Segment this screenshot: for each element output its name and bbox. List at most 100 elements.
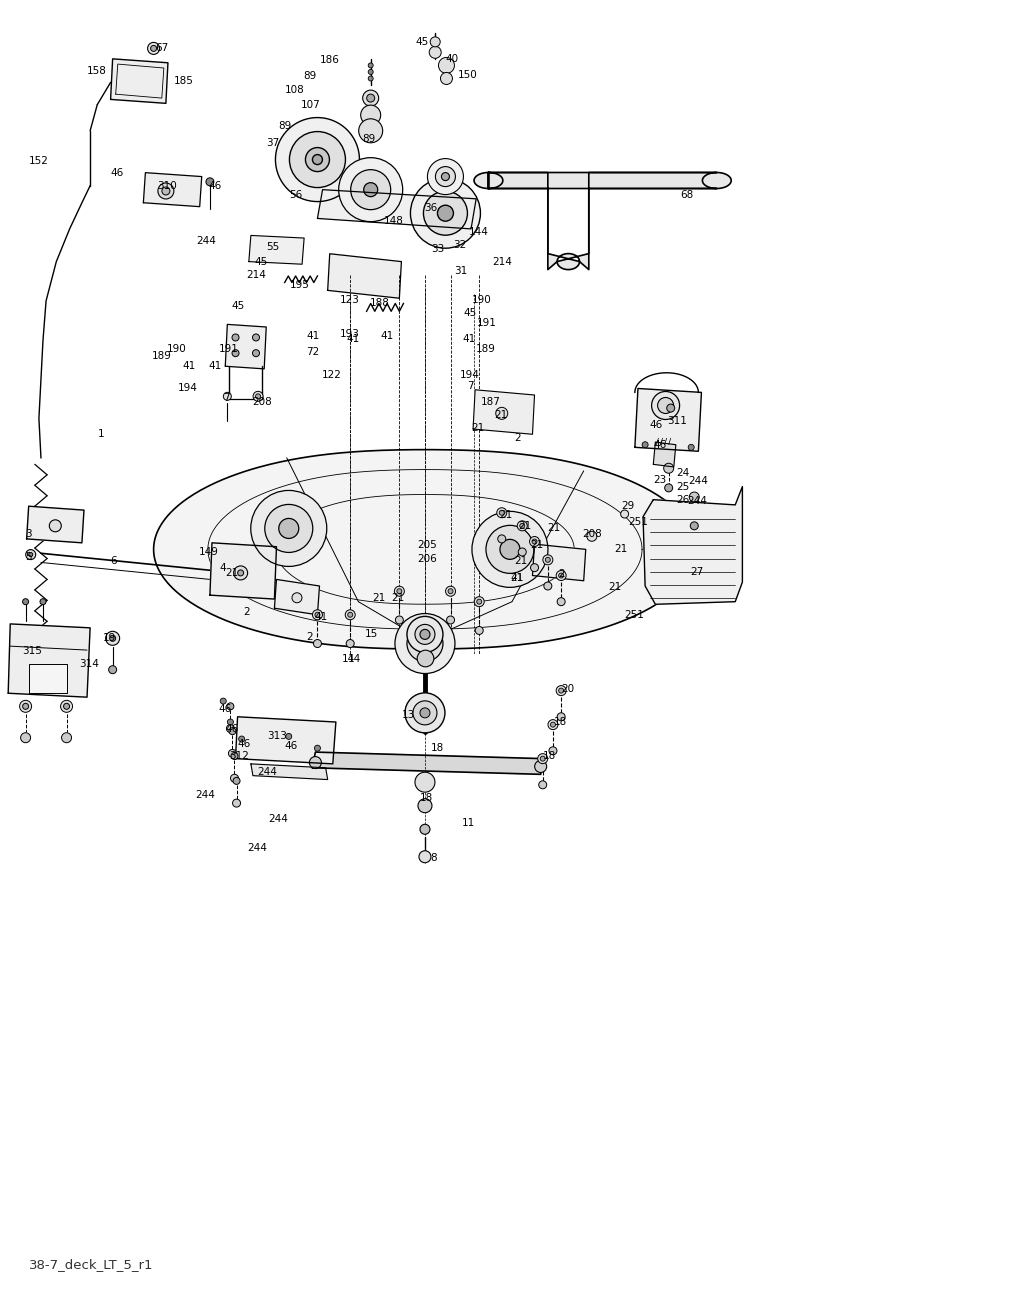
Circle shape xyxy=(233,566,248,579)
Circle shape xyxy=(395,616,403,624)
Text: 205: 205 xyxy=(417,540,436,551)
Circle shape xyxy=(689,492,699,502)
Polygon shape xyxy=(251,764,328,780)
Circle shape xyxy=(445,586,456,596)
Text: 8: 8 xyxy=(430,853,436,863)
Circle shape xyxy=(251,490,327,566)
Circle shape xyxy=(26,549,36,560)
Text: 19: 19 xyxy=(102,633,116,644)
Text: 46: 46 xyxy=(225,723,239,734)
Circle shape xyxy=(543,555,553,565)
Circle shape xyxy=(206,178,214,186)
Circle shape xyxy=(29,552,33,557)
Circle shape xyxy=(404,693,445,732)
Circle shape xyxy=(60,700,73,713)
Circle shape xyxy=(394,586,404,596)
Circle shape xyxy=(253,349,259,357)
Circle shape xyxy=(227,702,233,710)
Circle shape xyxy=(520,523,524,528)
Circle shape xyxy=(23,704,29,709)
Text: 244: 244 xyxy=(197,235,216,246)
Text: 186: 186 xyxy=(319,55,339,65)
Text: 25: 25 xyxy=(676,481,689,492)
Text: 312: 312 xyxy=(229,751,249,761)
Text: 89: 89 xyxy=(279,120,292,131)
Circle shape xyxy=(415,624,435,645)
Circle shape xyxy=(397,589,401,594)
Circle shape xyxy=(226,725,234,732)
Polygon shape xyxy=(474,173,731,269)
Text: 244: 244 xyxy=(688,476,708,487)
Circle shape xyxy=(657,398,674,413)
Text: 41: 41 xyxy=(463,334,476,344)
Text: 11: 11 xyxy=(462,818,475,828)
Circle shape xyxy=(232,349,239,357)
Circle shape xyxy=(147,42,160,55)
Circle shape xyxy=(529,536,540,547)
Text: 206: 206 xyxy=(417,553,436,564)
Text: 21: 21 xyxy=(391,593,404,603)
Text: 21: 21 xyxy=(225,568,239,578)
Text: 46: 46 xyxy=(649,420,663,430)
Text: 310: 310 xyxy=(157,181,176,191)
Polygon shape xyxy=(249,235,304,264)
Circle shape xyxy=(358,119,383,143)
Text: 148: 148 xyxy=(384,216,403,226)
Circle shape xyxy=(500,510,504,515)
Text: 4: 4 xyxy=(219,562,225,573)
Text: 46: 46 xyxy=(653,439,667,450)
Circle shape xyxy=(538,753,548,764)
Text: 23: 23 xyxy=(653,475,667,485)
Text: 41: 41 xyxy=(381,331,394,341)
Text: 194: 194 xyxy=(178,383,198,394)
Text: 7: 7 xyxy=(467,381,473,391)
Circle shape xyxy=(369,69,373,75)
Text: 185: 185 xyxy=(174,76,194,86)
Polygon shape xyxy=(210,543,276,599)
Circle shape xyxy=(420,708,430,718)
Text: 2: 2 xyxy=(514,433,520,443)
Text: 195: 195 xyxy=(290,280,309,290)
Text: 41: 41 xyxy=(314,612,328,623)
Text: 33: 33 xyxy=(431,243,444,254)
Circle shape xyxy=(559,688,563,693)
Circle shape xyxy=(232,799,241,807)
Text: 41: 41 xyxy=(209,361,222,371)
Circle shape xyxy=(437,205,454,221)
Circle shape xyxy=(348,612,352,617)
Circle shape xyxy=(279,518,299,539)
Text: 244: 244 xyxy=(268,814,288,824)
Text: 315: 315 xyxy=(23,646,42,657)
Text: 56: 56 xyxy=(289,190,302,200)
Circle shape xyxy=(559,573,563,578)
Circle shape xyxy=(497,508,507,518)
Text: 144: 144 xyxy=(469,226,488,237)
Text: 14: 14 xyxy=(348,654,361,664)
Text: 2: 2 xyxy=(306,632,312,642)
Circle shape xyxy=(419,850,431,863)
Circle shape xyxy=(286,734,292,739)
Circle shape xyxy=(339,158,402,221)
Circle shape xyxy=(429,46,441,59)
Text: 244: 244 xyxy=(247,842,266,853)
Text: 89: 89 xyxy=(362,133,376,144)
Text: 191: 191 xyxy=(219,344,239,354)
Polygon shape xyxy=(274,579,319,615)
Text: 107: 107 xyxy=(301,99,321,110)
Circle shape xyxy=(418,637,432,650)
Text: 46: 46 xyxy=(209,181,222,191)
Text: 46: 46 xyxy=(111,167,124,178)
Circle shape xyxy=(362,90,379,106)
Text: 31: 31 xyxy=(455,266,468,276)
Circle shape xyxy=(532,539,537,544)
Text: 45: 45 xyxy=(464,307,477,318)
Circle shape xyxy=(651,391,680,420)
Circle shape xyxy=(312,610,323,620)
Text: 18: 18 xyxy=(543,751,556,761)
Text: 67: 67 xyxy=(156,43,169,54)
Text: 41: 41 xyxy=(510,573,523,583)
Polygon shape xyxy=(27,506,84,543)
Text: 89: 89 xyxy=(303,71,316,81)
Text: 46: 46 xyxy=(285,740,298,751)
Circle shape xyxy=(345,610,355,620)
